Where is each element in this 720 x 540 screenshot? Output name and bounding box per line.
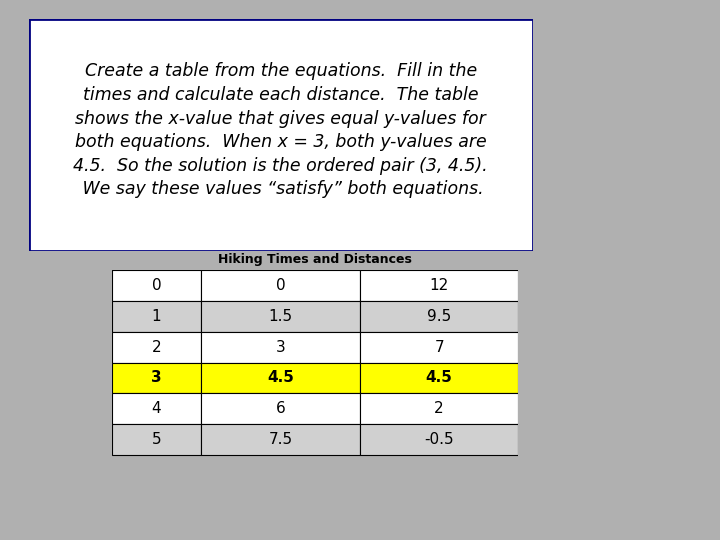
Bar [201,270,360,301]
Bar [201,424,360,455]
Text: 1.5: 1.5 [269,309,292,324]
Bar [112,301,201,332]
Bar [201,362,360,394]
Text: y = 12 - 2.5x: y = 12 - 2.5x [390,279,489,293]
Bar [112,270,201,301]
Bar [201,394,360,424]
Text: 0: 0 [151,278,161,293]
Text: y = 1.5x: y = 1.5x [248,279,312,293]
Text: 9.5: 9.5 [427,309,451,324]
Text: 4: 4 [151,401,161,416]
Text: 2: 2 [151,340,161,355]
Text: 7.5: 7.5 [269,432,292,447]
Bar [201,332,360,362]
Bar [360,332,518,362]
Bar [112,424,201,455]
FancyBboxPatch shape [29,19,533,251]
Text: 3: 3 [151,370,162,386]
Bar [360,362,518,394]
Bar [360,301,518,332]
Text: 12: 12 [429,278,449,293]
Text: 4.5: 4.5 [267,370,294,386]
Text: 4.5: 4.5 [426,370,452,386]
Bar [360,270,518,301]
Text: 6: 6 [276,401,285,416]
Text: 3: 3 [276,340,285,355]
Text: 1: 1 [151,309,161,324]
Bar [360,394,518,424]
Text: 2: 2 [434,401,444,416]
Bar [112,332,201,362]
Text: X: X [151,279,162,293]
Text: 7: 7 [434,340,444,355]
Text: Hiking Times and Distances: Hiking Times and Distances [218,253,412,266]
Text: 0: 0 [276,278,285,293]
Text: -0.5: -0.5 [424,432,454,447]
Bar [112,362,201,394]
Bar [112,394,201,424]
Bar [201,301,360,332]
Bar [201,270,360,301]
Text: 5: 5 [151,432,161,447]
Bar [112,270,201,301]
Bar [360,270,518,301]
Text: Create a table from the equations.  Fill in the
times and calculate each distanc: Create a table from the equations. Fill … [73,62,488,198]
Bar [360,424,518,455]
